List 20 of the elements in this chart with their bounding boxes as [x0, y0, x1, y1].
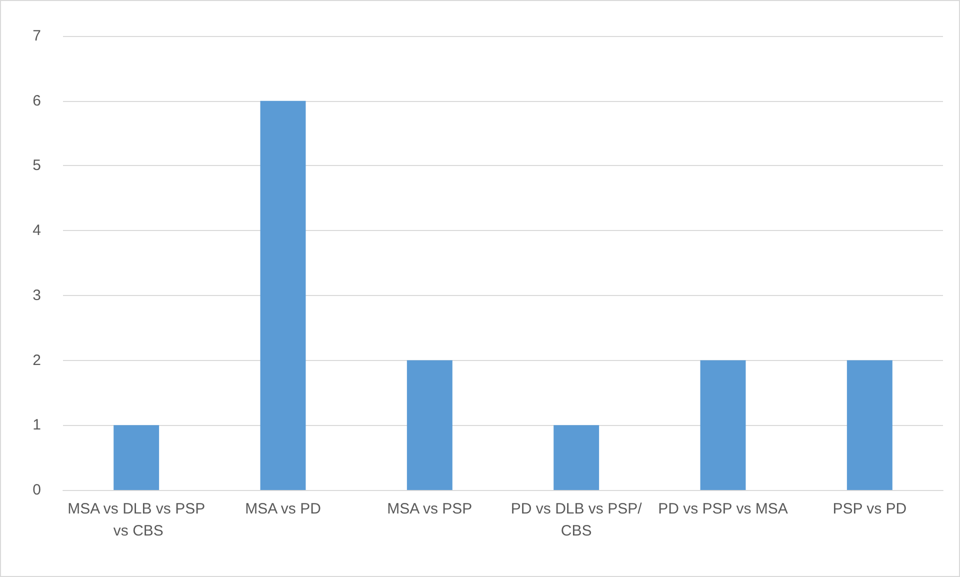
y-tick-label: 2	[32, 352, 41, 369]
bar	[846, 360, 892, 490]
bar	[114, 425, 160, 490]
bar	[554, 425, 600, 490]
y-tick-label: 0	[32, 482, 41, 498]
bar	[260, 100, 306, 490]
bar	[406, 360, 452, 490]
x-tick-label: PSP vs PD	[832, 500, 907, 518]
y-tick-label: 4	[32, 222, 41, 240]
x-tick-label: MSA vs PSP	[387, 500, 472, 518]
x-tick-label: MSA vs PD	[245, 500, 322, 518]
y-tick-label: 6	[32, 92, 41, 110]
x-tick-label: MSA vs DLB vs PSP vs CBS	[68, 500, 206, 540]
x-tick-label: PD vs PSP vs MSA	[658, 500, 788, 518]
y-tick-label: 1	[32, 416, 41, 434]
y-tick-label: 3	[32, 286, 41, 304]
y-tick-label: 5	[32, 157, 41, 174]
x-tick-label: PD vs DLB vs PSP/CBS	[510, 500, 643, 540]
bar	[700, 360, 746, 490]
y-tick-label: 7	[32, 28, 41, 44]
